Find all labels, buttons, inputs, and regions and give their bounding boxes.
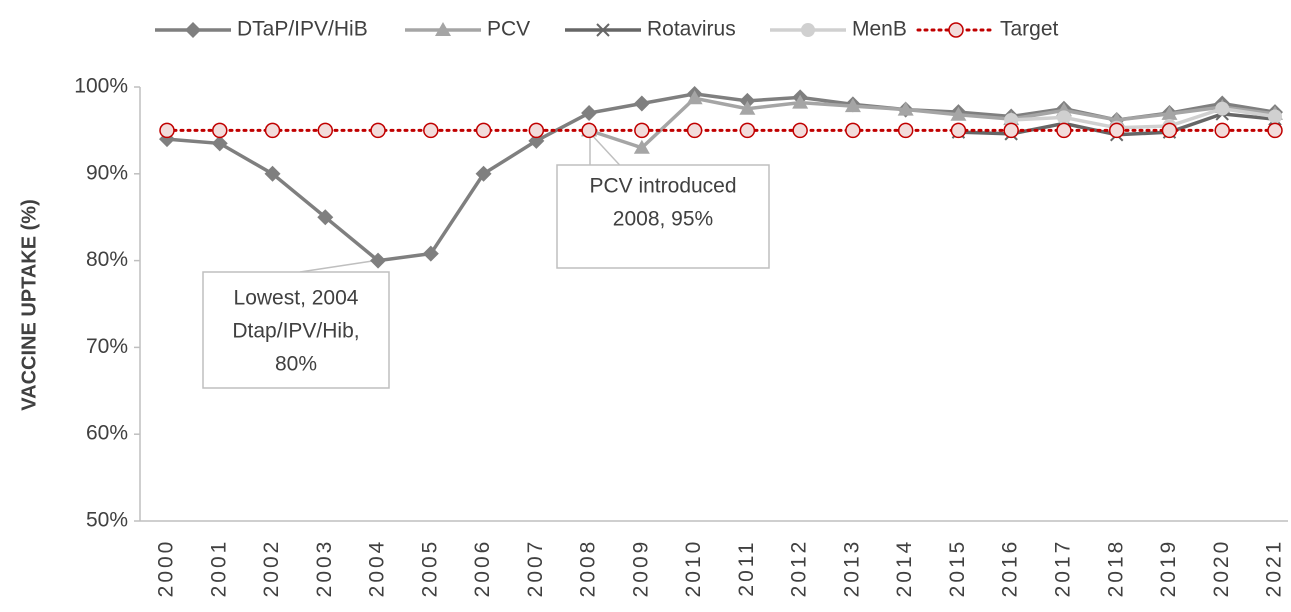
series-line <box>1011 106 1276 130</box>
y-tick-label: 70% <box>86 335 128 358</box>
x-tick-label: 2012 <box>788 539 811 598</box>
marker <box>897 101 914 116</box>
series <box>159 122 1283 139</box>
annotation-text: 80% <box>275 353 317 376</box>
marker <box>792 94 809 109</box>
x-tick-label: 2017 <box>1051 539 1074 598</box>
marker <box>370 122 386 139</box>
marker <box>1108 122 1125 139</box>
marker <box>264 165 281 182</box>
marker <box>528 122 545 139</box>
legend-label: DTaP/IPV/HiB <box>237 18 368 41</box>
marker <box>1268 109 1282 124</box>
annotation-box <box>202 271 390 389</box>
marker <box>212 122 228 139</box>
x-tick-label: 2011 <box>735 539 758 596</box>
marker <box>948 22 964 38</box>
legend-label: Target <box>1000 18 1059 41</box>
x-tick-label: 2015 <box>946 539 969 598</box>
marker <box>1056 110 1071 125</box>
x-tick-label: 2000 <box>155 539 178 598</box>
marker <box>370 252 387 269</box>
marker <box>596 23 610 37</box>
marker <box>1267 122 1283 139</box>
marker <box>1214 122 1230 139</box>
legend-label: PCV <box>487 18 530 41</box>
series-line <box>588 96 1276 150</box>
x-tick-label: 2010 <box>682 539 705 598</box>
marker <box>581 105 598 122</box>
marker <box>1004 112 1019 127</box>
x-tick-label: 2013 <box>840 539 863 598</box>
x-tick-label: 2019 <box>1157 539 1180 598</box>
marker <box>633 139 650 154</box>
marker <box>739 122 756 139</box>
x-tick-label: 2003 <box>313 539 336 598</box>
marker <box>1161 105 1178 120</box>
annotation-text: Dtap/IPV/Hib, <box>232 320 359 343</box>
marker <box>897 122 914 139</box>
x-tick-label: 2005 <box>418 539 441 598</box>
marker <box>423 122 439 139</box>
annotation-text: PCV introduced <box>589 175 736 198</box>
y-tick-label: 60% <box>86 422 128 445</box>
marker <box>159 122 175 139</box>
marker <box>845 122 861 139</box>
x-tick-label: 2001 <box>207 539 230 598</box>
annotation-text: Lowest, 2004 <box>234 287 359 310</box>
legend-label: MenB <box>852 18 907 41</box>
marker <box>950 122 967 139</box>
leader-line <box>299 259 380 273</box>
x-tick-label: 2016 <box>999 539 1022 598</box>
legend-label: Rotavirus <box>647 18 736 41</box>
marker <box>739 100 756 115</box>
marker <box>581 122 597 139</box>
x-tick-label: 2002 <box>260 539 283 598</box>
marker <box>317 209 334 226</box>
marker <box>1003 122 1019 139</box>
x-tick-label: 2009 <box>629 539 652 598</box>
marker <box>801 23 815 37</box>
x-tick-label: 2006 <box>471 539 494 598</box>
marker <box>686 122 703 139</box>
marker <box>475 122 492 139</box>
x-tick-label: 2021 <box>1263 539 1286 598</box>
marker <box>264 122 281 139</box>
y-tick-label: 90% <box>86 161 128 184</box>
marker <box>686 90 703 105</box>
marker <box>475 165 492 182</box>
annotation-text: 2008, 95% <box>613 208 713 231</box>
marker <box>435 22 451 36</box>
marker <box>1215 101 1230 116</box>
marker <box>422 245 439 262</box>
x-tick-label: 2004 <box>366 539 389 598</box>
y-tick-label: 100% <box>74 75 128 98</box>
x-tick-label: 2018 <box>1104 539 1127 598</box>
marker <box>844 98 861 113</box>
marker <box>211 135 228 152</box>
marker <box>185 22 201 38</box>
marker <box>1056 122 1072 139</box>
marker <box>950 106 967 121</box>
marker <box>792 122 808 139</box>
annotation-box <box>556 164 770 269</box>
x-tick-label: 2014 <box>893 539 916 598</box>
marker <box>633 95 650 112</box>
x-tick-label: 2020 <box>1210 539 1233 598</box>
marker <box>317 122 334 139</box>
marker <box>634 122 650 139</box>
y-axis-label: VACCINE UPTAKE (%) <box>18 199 40 410</box>
x-tick-label: 2007 <box>524 539 547 598</box>
marker <box>1161 122 1178 139</box>
y-tick-label: 80% <box>86 248 128 271</box>
x-tick-label: 2008 <box>577 539 600 598</box>
y-tick-label: 50% <box>86 509 128 532</box>
